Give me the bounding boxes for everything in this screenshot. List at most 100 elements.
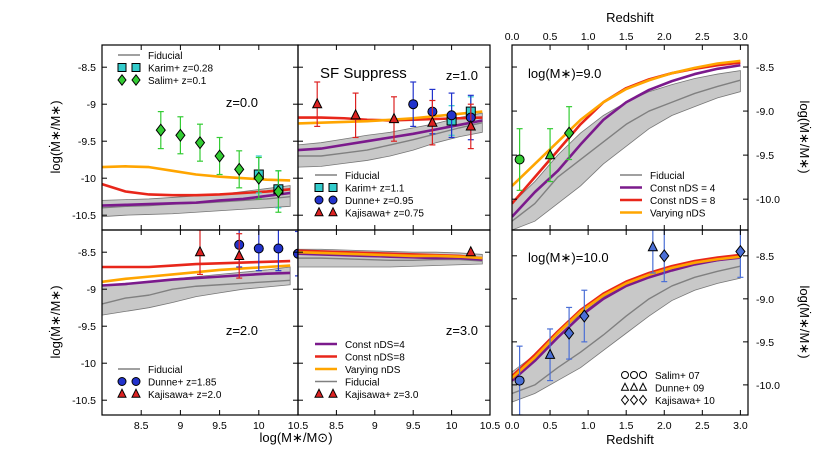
data-point-dunne <box>273 243 284 254</box>
legend-label: Dunne+ z=1.85 <box>148 378 217 389</box>
panel-frame <box>297 229 491 416</box>
top-x-tick-label: 0.5 <box>543 31 558 43</box>
series-line-fiducial <box>102 279 291 305</box>
y-tick-label: -9.0 <box>756 294 774 306</box>
legend-label: Varying nDS <box>650 209 706 220</box>
y-axis-label-lower: log(Ṁ∗/M∗) <box>48 285 63 358</box>
y-tick-label: -9 <box>87 99 96 111</box>
legend-label: Dunne+ 09 <box>655 384 705 395</box>
y-tick-label: -10.5 <box>72 210 96 222</box>
legend-marker <box>630 371 638 379</box>
y-tick-label: -10 <box>81 358 96 370</box>
data-point-kajisawa <box>427 116 438 127</box>
y-tick-label: -9.5 <box>756 337 774 349</box>
legend-label: Const nDS = 4 <box>650 184 716 195</box>
legend-label: Kajisawa+ z=2.0 <box>148 390 222 401</box>
data-point-kajisawa <box>563 126 575 140</box>
data-point-kajisawa <box>465 245 477 257</box>
legend-marker <box>131 63 141 72</box>
x-tick-label: 9.5 <box>406 420 421 432</box>
data-point-salim <box>273 184 284 199</box>
data-point-dunne <box>647 240 659 252</box>
panel-plot-area <box>298 245 483 268</box>
legend-label: Salim+ 07 <box>655 371 700 382</box>
x-tick-label: 0.0 <box>505 420 520 432</box>
legend-marker <box>117 73 127 87</box>
data-point-salim <box>194 136 206 150</box>
right-panel-column: -8.5 -9.0 -9.5 -10.0 log(M∗)=9.0 Fiducial Cons… <box>505 10 812 447</box>
x-tick-label: 8.5 <box>134 420 149 432</box>
fiducial-scatter-band <box>512 257 741 403</box>
redshift-label: z=0.0 <box>226 95 258 110</box>
top-x-tick-label: 2.5 <box>695 31 710 43</box>
y-axis-label-upper: log(Ṁ∗/M∗) <box>48 100 63 173</box>
x-tick-label: 10 <box>253 420 265 432</box>
legend-marker <box>131 73 141 87</box>
legend-marker <box>620 394 630 406</box>
x-tick-label: 10.5 <box>288 420 309 432</box>
legend-label: Karim+ z=0.28 <box>148 64 213 75</box>
mass-label: log(M∗)=10.0 <box>528 250 609 265</box>
data-point-salim <box>175 128 186 142</box>
legend-marker <box>131 377 141 386</box>
panel-plot-area <box>102 230 298 316</box>
legend-label: Fiducial <box>345 171 379 182</box>
panel-plot-area <box>512 230 746 415</box>
legend-label: Salim+ z=0.1 <box>148 76 207 87</box>
legend-marker <box>328 183 338 192</box>
x-tick-label: 2.5 <box>695 420 710 432</box>
legend-marker <box>639 371 647 379</box>
legend-marker <box>314 388 324 398</box>
data-point-kajisawa <box>233 249 245 260</box>
legend-marker <box>314 195 324 205</box>
top-x-tick-label: 2.0 <box>657 31 672 43</box>
data-point-salim <box>234 162 245 176</box>
legend-label: Const nDS=8 <box>345 353 405 364</box>
x-tick-label: 1.5 <box>619 420 634 432</box>
legend-marker <box>117 377 127 386</box>
mass-label: log(M∗)=9.0 <box>528 66 601 81</box>
x-tick-label: 9 <box>177 420 183 432</box>
y-tick-label: -9 <box>87 284 96 296</box>
y-tick-label: -9.5 <box>756 150 774 162</box>
top-x-tick-label: 1.5 <box>619 31 634 43</box>
legend-label: Fiducial <box>345 378 379 389</box>
legend-label: Dunne+ z=0.95 <box>345 196 414 207</box>
top-x-tick-label: 0.0 <box>505 31 520 43</box>
panel-plot-area <box>298 81 483 168</box>
series-line-varying <box>298 250 483 260</box>
panel-plot-area <box>512 59 741 230</box>
y-tick-label: -9.0 <box>756 106 774 118</box>
legend-marker <box>629 394 639 406</box>
x-tick-label: 9.5 <box>212 420 227 432</box>
legend-marker <box>328 195 338 205</box>
x-tick-label: 3.0 <box>733 420 748 432</box>
y-tick-label: -10.5 <box>72 395 96 407</box>
data-point-dunne <box>293 248 298 259</box>
data-point-salim <box>253 171 264 185</box>
legend-marker <box>328 388 338 398</box>
x-tick-label: 2.0 <box>657 420 672 432</box>
legend-marker <box>117 63 127 72</box>
data-point-salim <box>514 154 525 165</box>
y-tick-label: -10.0 <box>756 380 780 392</box>
top-x-tick-label: 3.0 <box>733 31 748 43</box>
y-tick-label: -9.5 <box>78 136 96 148</box>
redshift-label: z=1.0 <box>446 68 478 83</box>
data-point-salim <box>514 375 525 386</box>
right-panel-1: -8.5 -9.0 -9.5 -10.0 log(M∗)=10.0 Salim+ 07 Du… <box>505 229 780 432</box>
legend-label: Kajisawa+ 10 <box>655 396 715 407</box>
data-point-dunne <box>544 148 556 160</box>
data-point-kajisawa <box>350 108 361 120</box>
legend-marker <box>117 388 127 398</box>
legend-label: Fiducial <box>148 365 182 376</box>
legend-marker <box>314 183 324 192</box>
redshift-label: z=2.0 <box>226 323 258 338</box>
series-line-const4 <box>298 252 483 261</box>
data-point-kajisawa <box>388 112 400 124</box>
data-point-kajisawa <box>735 244 746 259</box>
panel-frame <box>511 229 749 416</box>
legend-marker <box>621 371 629 379</box>
